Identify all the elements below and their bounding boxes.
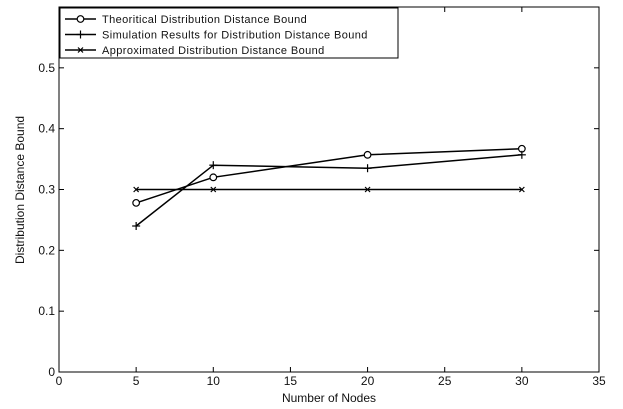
legend-item-2: Simulation Results for Distribution Dist… [65,30,368,42]
data-point [132,222,141,230]
y-tick-label: 0.2 [38,243,55,257]
legend-marker [76,30,85,39]
x-tick-label: 20 [361,374,375,388]
x-tick-label: 0 [56,374,63,388]
legend-label: Simulation Results for Distribution Dist… [102,30,368,42]
x-tick-label: 10 [207,374,221,388]
axes: 0 5 10 15 20 25 30 35 0 0.1 0.2 0.3 0.4 0.5 [38,7,606,388]
data-point [132,198,141,207]
data-point [210,186,217,193]
legend-label: Approximated Distribution Distance Bound [102,45,325,57]
data-point [517,150,526,159]
data-point [363,150,372,159]
y-tick-label: 0 [48,365,55,379]
series-1 [132,144,526,207]
x-tick-label: 25 [438,374,452,388]
series-line [135,147,522,204]
legend: Theoritical Distribution Distance Bound S… [59,7,399,59]
x-tick-label: 30 [515,374,529,388]
legend-item-3: Approximated Distribution Distance Bound [65,45,325,57]
data-point [364,186,371,193]
data-point [518,186,525,193]
data-point [133,186,140,193]
series-line [135,154,522,227]
legend-marker [76,15,85,23]
series-group [132,144,526,230]
x-tick-label: 5 [133,374,140,388]
x-axis-label: Number of Nodes [282,391,376,405]
y-tick-label: 0.5 [38,61,55,75]
x-tick-label: 15 [284,374,298,388]
legend-box [59,7,399,59]
data-point [363,164,372,173]
series-3 [133,186,525,193]
y-tick-label: 0.4 [38,122,55,136]
y-tick-label: 0.1 [38,304,55,318]
y-axis-label: Distribution Distance Bound [13,116,27,264]
legend-marker [77,47,84,53]
y-tick-label: 0.3 [38,183,55,197]
x-tick-label: 35 [592,374,606,388]
legend-label: Theoritical Distribution Distance Bound [102,14,307,26]
data-point [209,161,218,170]
data-point [209,173,218,182]
series-2 [132,150,526,230]
legend-item-1: Theoritical Distribution Distance Bound [65,14,307,26]
